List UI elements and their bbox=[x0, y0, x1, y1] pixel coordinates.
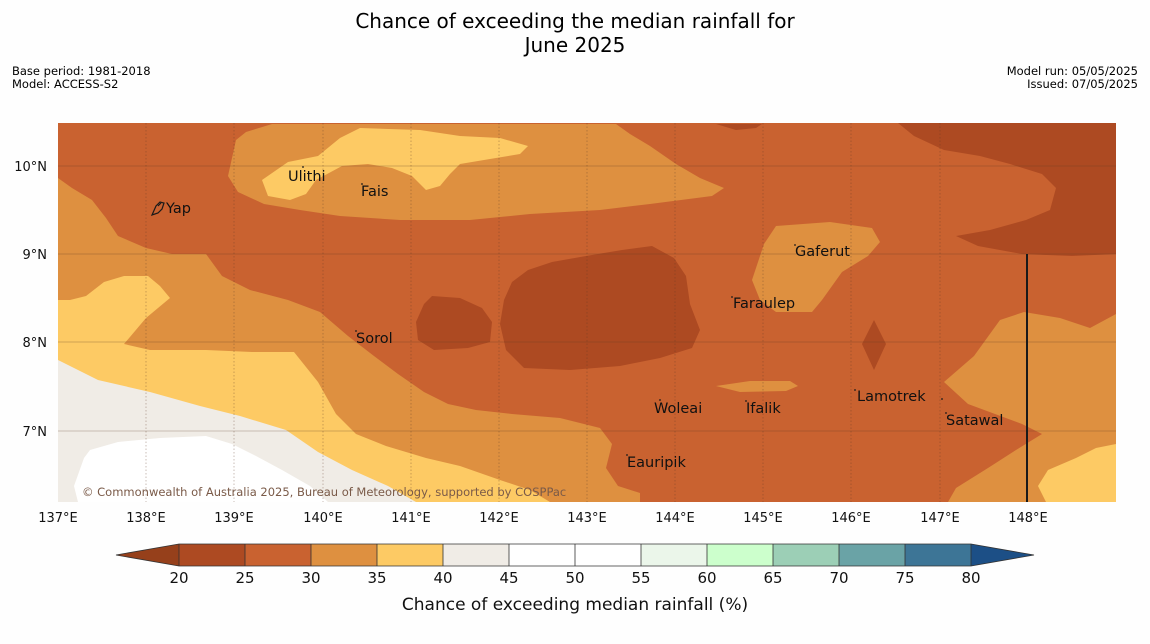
lon-tick-144: 144°E bbox=[655, 511, 695, 526]
colorbar-tick-65: 65 bbox=[763, 569, 782, 587]
colorbar-tick-45: 45 bbox=[499, 569, 518, 587]
colorbar-tick-75: 75 bbox=[895, 569, 914, 587]
colorbar-swatch-45-50 bbox=[509, 544, 575, 566]
contour-20-25-northeast bbox=[898, 123, 1116, 256]
colorbar-swatch-25-30 bbox=[245, 544, 311, 566]
colorbar-swatch-50-55 bbox=[575, 544, 641, 566]
colorbar-tick-25: 25 bbox=[235, 569, 254, 587]
lon-tick-138: 138°E bbox=[126, 511, 166, 526]
colorbar-label: Chance of exceeding median rainfall (%) bbox=[402, 595, 748, 615]
contour-20-25-top-sliver bbox=[716, 124, 762, 130]
colorbar-swatch-75-80 bbox=[905, 544, 971, 566]
lon-tick-140: 140°E bbox=[303, 511, 343, 526]
lon-tick-145: 145°E bbox=[743, 511, 783, 526]
place-label-ulithi: Ulithi bbox=[288, 169, 326, 185]
contour-20-25-lamotrek-diamond bbox=[862, 320, 886, 370]
colorbar-swatch-65-70 bbox=[773, 544, 839, 566]
lon-tick-139: 139°E bbox=[214, 511, 254, 526]
island-marker-faraulep bbox=[731, 296, 733, 298]
island-marker-ifalik bbox=[745, 400, 747, 402]
place-label-yap: Yap bbox=[165, 201, 191, 217]
place-label-satawal: Satawal bbox=[946, 413, 1003, 429]
contour-35-40-southeast bbox=[1038, 444, 1116, 502]
colorbar-tick-55: 55 bbox=[631, 569, 650, 587]
contour-30-35-gaferut bbox=[752, 222, 880, 312]
yap-island-shape bbox=[150, 201, 165, 216]
colorbar-swatch-55-60 bbox=[641, 544, 707, 566]
title-line-1: Chance of exceeding the median rainfall … bbox=[355, 9, 795, 33]
colorbar-tick-40: 40 bbox=[433, 569, 452, 587]
island-marker-satawal bbox=[945, 412, 947, 414]
map-title: Chance of exceeding the median rainfall … bbox=[0, 9, 1150, 57]
contour-30-35-southeast bbox=[944, 312, 1116, 502]
colorbar: 20 25 30 35 40 45 50 55 60 65 70 75 80 C… bbox=[115, 543, 1035, 615]
gridlines-longitude bbox=[145, 123, 941, 502]
colorbar-tick-20: 20 bbox=[169, 569, 188, 587]
island-marker-ulithi bbox=[302, 166, 304, 168]
base-period-text: Base period: 1981-2018 bbox=[12, 64, 151, 78]
colorbar-arrow-below bbox=[116, 544, 179, 566]
colorbar-swatch-60-65 bbox=[707, 544, 773, 566]
lon-tick-147: 147°E bbox=[920, 511, 960, 526]
colorbar-swatch-40-45 bbox=[443, 544, 509, 566]
lat-tick-9: 9°N bbox=[23, 248, 48, 263]
contour-20-25-sorol bbox=[416, 296, 492, 350]
place-label-sorol: Sorol bbox=[356, 331, 393, 347]
island-marker-gaferut bbox=[794, 244, 796, 246]
island-marker-woleai bbox=[659, 399, 661, 401]
colorbar-swatch-20-25 bbox=[179, 544, 245, 566]
lon-tick-141: 141°E bbox=[391, 511, 431, 526]
model-run-text: Model run: 05/05/2025 bbox=[1006, 64, 1138, 78]
contour-20-25-central bbox=[500, 246, 700, 370]
place-label-fais: Fais bbox=[361, 184, 388, 200]
contour-30-35-east-diamond bbox=[1078, 370, 1104, 396]
colorbar-tick-60: 60 bbox=[697, 569, 716, 587]
colorbar-swatch-35-40 bbox=[377, 544, 443, 566]
island-markers bbox=[302, 166, 947, 456]
island-marker-lamotrek bbox=[854, 389, 856, 391]
copyright-notice: © Commonwealth of Australia 2025, Bureau… bbox=[82, 485, 566, 499]
base-period-info: Base period: 1981-2018 Model: ACCESS-S2 bbox=[12, 65, 151, 91]
island-marker-eauripik bbox=[626, 454, 628, 456]
colorbar-arrow-above bbox=[971, 544, 1034, 566]
model-text: Model: ACCESS-S2 bbox=[12, 77, 119, 91]
model-run-info: Model run: 05/05/2025 Issued: 07/05/2025 bbox=[1007, 65, 1138, 91]
place-label-woleai: Woleai bbox=[654, 401, 702, 417]
map-gridlines bbox=[58, 123, 1116, 502]
issued-text: Issued: 07/05/2025 bbox=[1027, 77, 1138, 91]
place-label-eauripik: Eauripik bbox=[627, 455, 686, 471]
place-label-lamotrek: Lamotrek bbox=[857, 389, 926, 405]
lon-tick-146: 146°E bbox=[831, 511, 871, 526]
lat-tick-10: 10°N bbox=[14, 160, 47, 175]
island-marker-lamotrek-east bbox=[941, 398, 943, 400]
colorbar-swatch-70-75 bbox=[839, 544, 905, 566]
island-marker-fais bbox=[361, 183, 363, 185]
lat-tick-8: 8°N bbox=[23, 336, 48, 351]
colorbar-tick-50: 50 bbox=[565, 569, 584, 587]
colorbar-swatch-30-35 bbox=[311, 544, 377, 566]
place-label-faraulep: Faraulep bbox=[733, 296, 795, 312]
island-marker-sorol bbox=[355, 330, 357, 332]
contour-45-55 bbox=[74, 436, 328, 502]
colorbar-tick-35: 35 bbox=[367, 569, 386, 587]
lon-tick-148: 148°E bbox=[1008, 511, 1048, 526]
colorbar-tick-30: 30 bbox=[301, 569, 320, 587]
lon-tick-142: 142°E bbox=[479, 511, 519, 526]
place-label-ifalik: Ifalik bbox=[746, 401, 781, 417]
contour-30-35-ifalik bbox=[716, 381, 798, 392]
lon-tick-143: 143°E bbox=[567, 511, 607, 526]
colorbar-tick-70: 70 bbox=[829, 569, 848, 587]
place-label-gaferut: Gaferut bbox=[795, 244, 850, 260]
contour-35-40-north bbox=[262, 128, 528, 200]
lon-tick-137: 137°E bbox=[38, 511, 78, 526]
title-line-2: June 2025 bbox=[524, 33, 626, 57]
colorbar-tick-80: 80 bbox=[961, 569, 980, 587]
lat-tick-7: 7°N bbox=[23, 425, 48, 440]
